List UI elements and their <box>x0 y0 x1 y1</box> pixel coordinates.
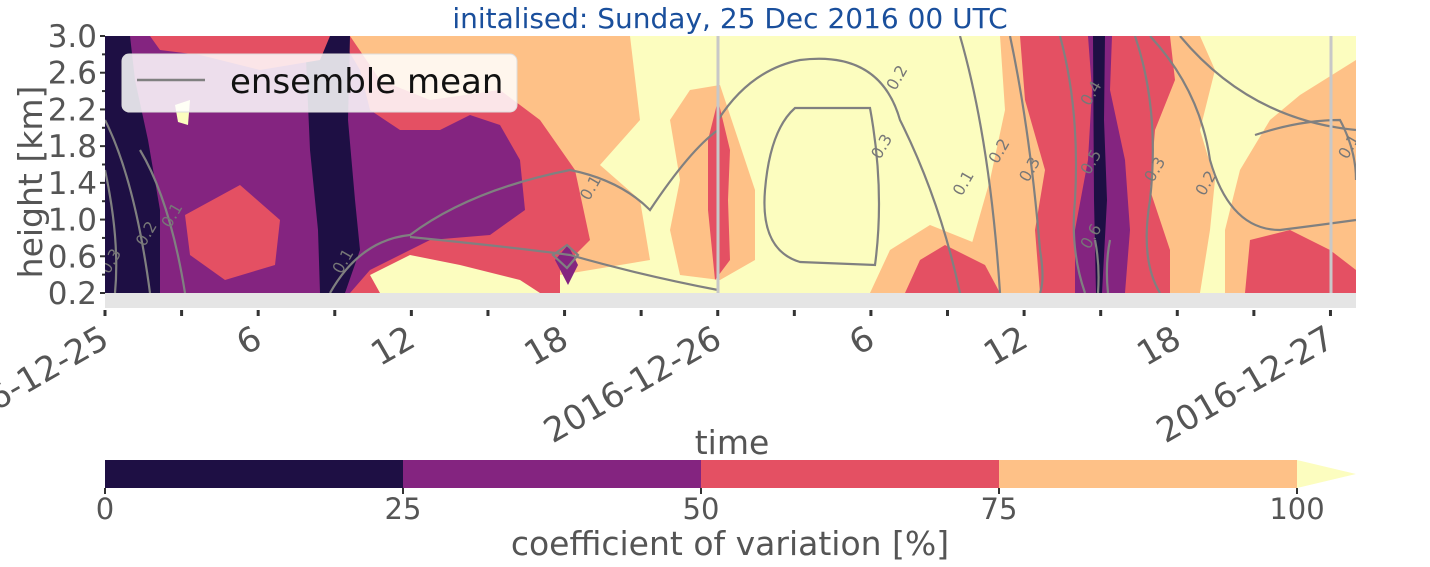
x-tick-label: 12 <box>364 318 421 374</box>
contour-line <box>105 169 118 293</box>
y-tick-label: 1.0 <box>48 203 97 239</box>
y-axis: 0.20.61.01.41.82.22.63.0 <box>48 19 105 312</box>
chart-title: initalised: Sunday, 25 Dec 2016 00 UTC <box>452 2 1007 35</box>
fill-region-0-25 <box>105 36 160 293</box>
y-tick-label: 2.6 <box>48 56 97 92</box>
x-tick-label: 2016-12-25 <box>0 318 116 451</box>
contour-line <box>1008 36 1044 293</box>
colorbar-tick-label: 0 <box>96 492 114 526</box>
colorbar-tick-label: 75 <box>981 492 1018 526</box>
contour-line <box>1105 239 1112 293</box>
colorbar-segment <box>105 460 403 488</box>
y-tick-label: 1.8 <box>48 129 97 165</box>
y-tick-label: 3.0 <box>48 19 97 55</box>
y-axis-label: height [km] <box>11 86 50 279</box>
colorbar-ticks: 0 25 50 75 100 <box>96 488 1325 526</box>
contour-line <box>1149 36 1356 232</box>
colorbar-segment <box>403 460 701 488</box>
contour-line <box>717 57 962 293</box>
contour-line <box>1133 36 1161 293</box>
colorbar-tick-label: 100 <box>1269 492 1324 526</box>
bottom-gray-band <box>105 293 1356 308</box>
contour-line <box>409 235 719 292</box>
contour-line <box>1254 118 1356 181</box>
day-separators <box>716 36 1333 293</box>
x-tick-label: 6 <box>230 318 269 363</box>
x-tick-label: 18 <box>1130 318 1187 374</box>
contour-line <box>105 119 152 293</box>
x-tick-label: 18 <box>518 318 575 374</box>
contour-line <box>1093 239 1100 293</box>
y-tick-label: 0.6 <box>48 239 97 275</box>
colorbar-extend-arrow <box>1297 460 1356 488</box>
fill-region-100-plus <box>370 255 540 293</box>
fill-region-50-75 <box>185 185 280 280</box>
fill-region-0-25 <box>1093 36 1107 293</box>
contour-line <box>763 106 881 267</box>
colorbar-segment <box>999 460 1297 488</box>
colorbar-segments <box>105 460 1297 488</box>
colorbar-segment <box>701 460 999 488</box>
colorbar: 0 25 50 75 100 coefficient of variation [%] <box>96 460 1356 563</box>
fill-region-75-100 <box>1225 60 1356 293</box>
y-tick-label: 1.4 <box>48 166 97 202</box>
colorbar-tick-label: 50 <box>683 492 720 526</box>
contour-lines <box>105 36 1356 293</box>
contour-line <box>139 149 187 293</box>
contour-line <box>958 36 1002 293</box>
colorbar-tick-label: 25 <box>385 492 422 526</box>
fill-region-50-75 <box>1245 230 1356 293</box>
contour-line <box>329 129 719 293</box>
x-axis-label: time <box>695 423 770 462</box>
contour-line <box>1058 36 1087 293</box>
legend-label: ensemble mean <box>230 62 503 102</box>
colorbar-label: coefficient of variation [%] <box>511 524 949 563</box>
y-tick-label: 0.2 <box>48 276 97 312</box>
contour-line <box>551 243 580 270</box>
y-tick-label: 2.2 <box>48 92 97 128</box>
fill-region-50-75 <box>905 245 1000 293</box>
legend-box <box>121 53 518 113</box>
legend: ensemble mean <box>121 53 518 113</box>
x-tick-label: 6 <box>843 318 882 363</box>
x-tick-label: 12 <box>977 318 1034 374</box>
